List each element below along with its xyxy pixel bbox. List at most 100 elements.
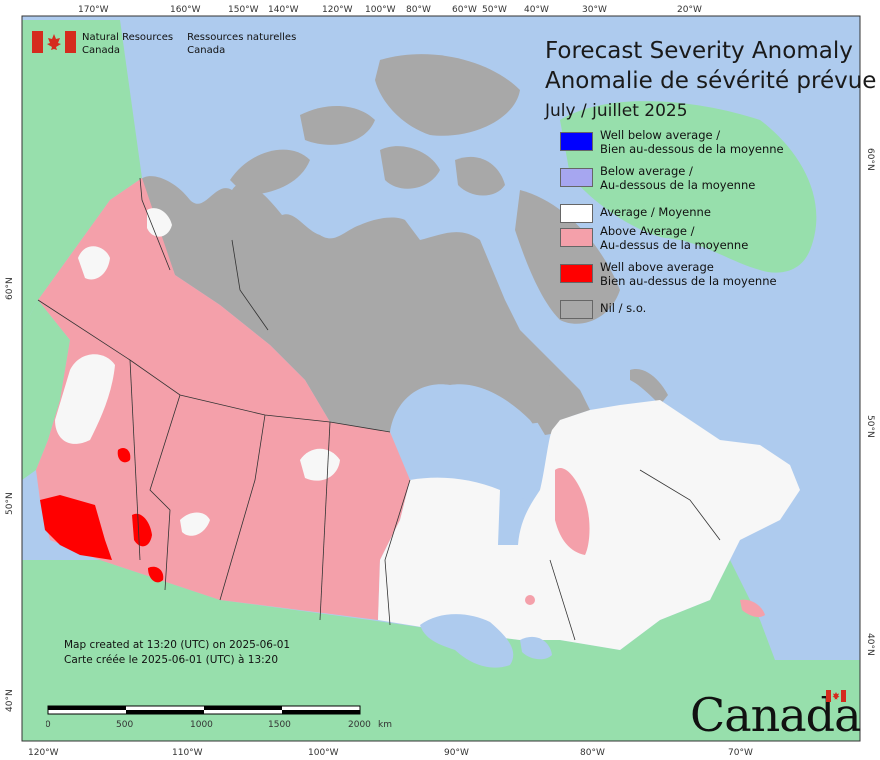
tick-top: 30°W [582,5,607,15]
agency-en-line1: Natural Resources [82,32,174,43]
average-patch-2 [147,208,172,237]
well-above-spot-2 [148,566,164,583]
map-title-fr: Anomalie de sévérité prévue [545,68,877,94]
tick-left: 50°N [5,492,15,515]
tick-left: 40°N [5,689,15,712]
average-patch-1 [78,246,110,280]
tick-top: 100°W [365,5,396,15]
legend-label: Below average / [600,164,693,178]
legend-item-below: Below average / Au-dessous de la moyenne [560,164,860,200]
tick-top: 40°W [524,5,549,15]
arctic-island-4 [380,146,440,189]
agency-name-en: Natural Resources Canada [82,31,173,57]
legend-swatch [560,168,593,187]
average-patch-4 [300,448,340,481]
average-patch-3 [55,354,115,444]
tick-top: 170°W [78,5,109,15]
hudson-bay [390,384,553,502]
legend-item-well-above: Well above average Bien au-dessus de la m… [560,260,860,296]
creation-note-en: Map created at 13:20 (UTC) on 2025-06-01 [64,639,291,651]
scale-unit: km [378,720,392,730]
tick-bottom: 70°W [728,748,753,758]
map-title-en: Forecast Severity Anomaly [545,38,853,64]
legend-item-well-below: Well below average / Bien au-dessous de l… [560,128,860,164]
well-above-inland [132,513,152,547]
tick-right: 50°N [865,415,875,438]
tick-bottom: 80°W [580,748,605,758]
tick-right: 40°N [865,633,875,656]
tick-bottom: 100°W [308,748,339,758]
creation-note: Map created at 13:20 (UTC) on 2025-06-01… [64,638,290,668]
legend-item-nil: Nil / s.o. [560,296,860,320]
legend-swatch [560,264,593,283]
well-above-coast [40,495,112,560]
scale-label: 0 [46,720,51,730]
legend: Well below average / Bien au-dessous de l… [560,128,860,320]
baffin [515,190,620,324]
tick-top: 20°W [677,5,702,15]
scale-label: 2000 [348,720,371,730]
above-average-quebec [555,468,590,555]
graticule-right: 60°N 50°N 40°N [865,148,875,656]
legend-swatch [560,300,593,319]
tick-top: 50°W [482,5,507,15]
arctic-island-3 [375,54,520,136]
tick-right: 60°N [865,148,875,171]
bc-coast [22,300,70,480]
legend-label-fr: Au-dessus de la moyenne [600,238,749,252]
legend-label: Nil / s.o. [600,301,647,315]
legend-swatch [560,204,593,223]
lake-huron [520,636,552,660]
legend-swatch [560,228,593,247]
greenland [560,101,817,273]
agency-fr-line2: Canada [187,45,226,56]
legend-item-above: Above Average / Au-dessus de la moyenne [560,224,860,260]
tick-bottom: 90°W [444,748,469,758]
above-average-ns [740,599,765,618]
tick-top: 120°W [322,5,353,15]
legend-swatch [560,132,593,151]
graticule-top: 170°W 160°W 150°W 140°W 120°W 100°W 80°W… [78,5,702,15]
canada-flag-icon [32,31,76,53]
nrcan-signature: Natural Resources Canada Ressources natu… [32,31,310,57]
scale-label: 1500 [268,720,291,730]
well-above-spot-1 [117,448,131,463]
canada-wordmark: Canada [690,688,862,742]
legend-label: Well below average / [600,128,721,142]
tick-top: 140°W [268,5,299,15]
tick-top: 160°W [170,5,201,15]
above-average-spot [525,595,535,605]
arctic-island-1 [230,149,310,195]
arctic-island-5 [455,156,505,196]
legend-label-fr: Bien au-dessous de la moyenne [600,142,784,156]
map-border [21,15,861,742]
average-patch-5 [180,512,210,536]
scale-label: 1000 [190,720,213,730]
arctic-nil [140,176,590,432]
james-bay [498,490,519,545]
legend-label: Average / Moyenne [600,205,711,219]
agency-name-fr: Ressources naturelles Canada [187,31,296,57]
legend-label-fr: Au-dessous de la moyenne [600,178,756,192]
usa [22,560,860,741]
wordmark-flag-icon [826,690,846,702]
tick-bottom: 120°W [28,748,59,758]
tick-bottom: 110°W [172,748,203,758]
alaska [22,20,142,330]
tick-top: 60°W [452,5,477,15]
map-period: July / juillet 2025 [545,101,688,121]
creation-note-fr: Carte créée le 2025-06-01 (UTC) à 13:20 [64,654,279,666]
agency-fr-line1: Ressources naturelles [187,32,297,43]
tick-top: 80°W [406,5,431,15]
arctic-island-2 [300,105,375,145]
tick-left: 60°N [5,277,15,300]
scale-label: 500 [116,720,133,730]
legend-label: Above Average / [600,224,695,238]
agency-en-line2: Canada [82,45,121,56]
legend-item-average: Average / Moyenne [560,200,860,224]
graticule-bottom: 120°W 110°W 100°W 90°W 80°W 70°W [28,748,753,758]
scale-bar: 0 500 1000 1500 2000 km [46,705,392,730]
labrador-nil [630,369,668,405]
boundaries [37,177,721,641]
